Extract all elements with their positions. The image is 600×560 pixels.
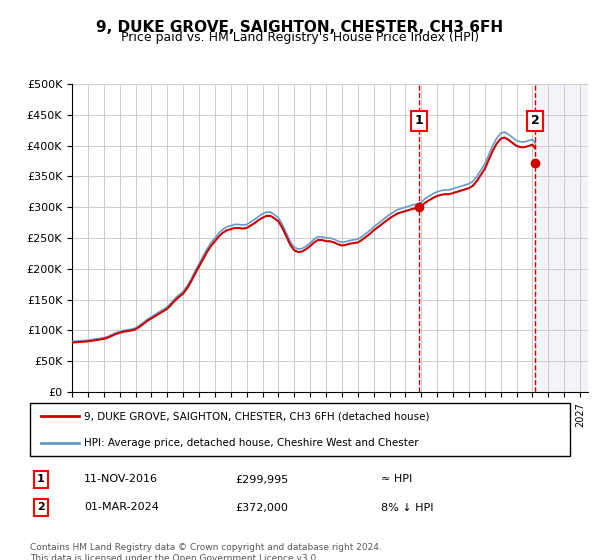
Text: 9, DUKE GROVE, SAIGHTON, CHESTER, CH3 6FH: 9, DUKE GROVE, SAIGHTON, CHESTER, CH3 6F… xyxy=(97,20,503,35)
Text: £299,995: £299,995 xyxy=(235,474,289,484)
FancyBboxPatch shape xyxy=(30,403,570,456)
Text: Price paid vs. HM Land Registry's House Price Index (HPI): Price paid vs. HM Land Registry's House … xyxy=(121,31,479,44)
Text: £372,000: £372,000 xyxy=(235,502,288,512)
Bar xyxy=(535,84,588,392)
Text: 2: 2 xyxy=(37,502,44,512)
Text: 11-NOV-2016: 11-NOV-2016 xyxy=(84,474,158,484)
Text: 1: 1 xyxy=(415,114,424,128)
Text: 1: 1 xyxy=(37,474,44,484)
Text: 2: 2 xyxy=(531,114,539,128)
Text: HPI: Average price, detached house, Cheshire West and Chester: HPI: Average price, detached house, Ches… xyxy=(84,438,419,448)
Text: 9, DUKE GROVE, SAIGHTON, CHESTER, CH3 6FH (detached house): 9, DUKE GROVE, SAIGHTON, CHESTER, CH3 6F… xyxy=(84,412,430,422)
Text: ≈ HPI: ≈ HPI xyxy=(381,474,412,484)
Text: 01-MAR-2024: 01-MAR-2024 xyxy=(84,502,159,512)
Text: 8% ↓ HPI: 8% ↓ HPI xyxy=(381,502,433,512)
Text: Contains HM Land Registry data © Crown copyright and database right 2024.
This d: Contains HM Land Registry data © Crown c… xyxy=(30,543,382,560)
Bar xyxy=(535,84,588,392)
